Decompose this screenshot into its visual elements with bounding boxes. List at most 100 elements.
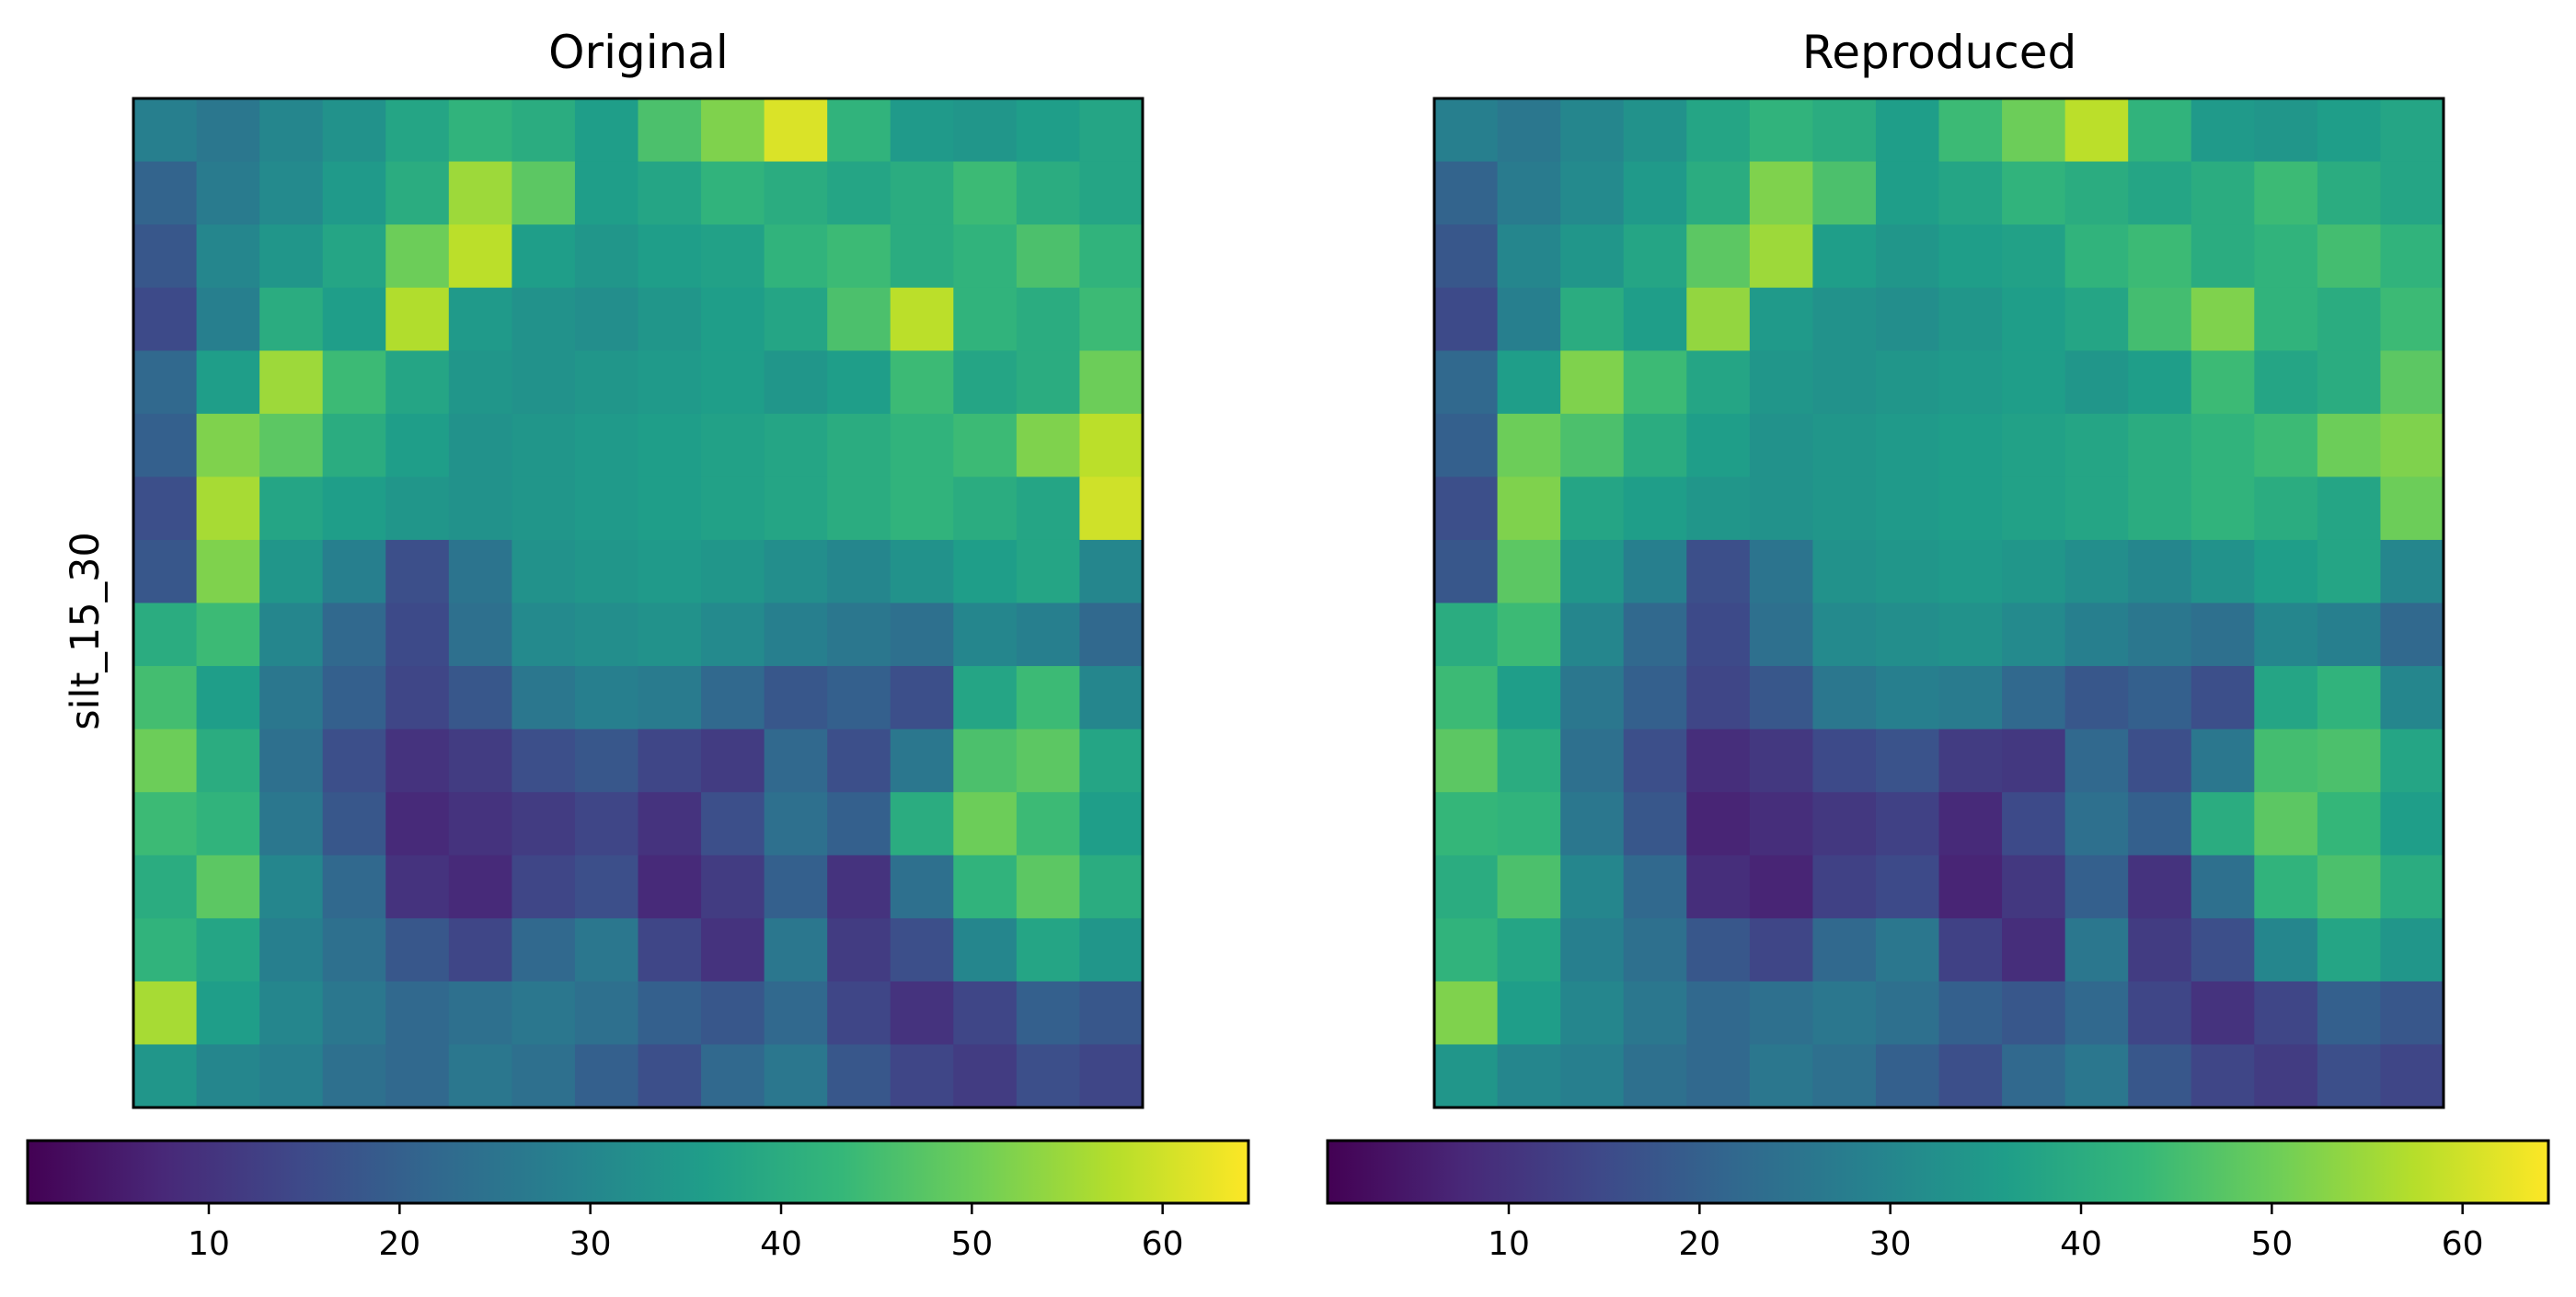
heatmap-cell [953,918,1018,982]
heatmap-cell [953,792,1018,856]
heatmap-cell [1686,918,1751,982]
heatmap-cell [2191,476,2255,541]
heatmap-cell [1812,666,1877,730]
heatmap-cell [385,224,450,289]
heatmap-cell [1016,729,1081,793]
heatmap-cell [2064,729,2129,793]
heatmap-cell [2191,413,2255,477]
heatmap-cell [1016,855,1081,919]
heatmap-cell [1749,161,1813,225]
heatmap-cell [448,603,512,667]
heatmap-cell [1497,539,1561,604]
heatmap-cell [1686,287,1751,351]
heatmap-cell [512,476,576,541]
heatmap-cell [1686,539,1751,604]
heatmap-cell [259,161,324,225]
heatmap-cell [133,539,198,604]
heatmap-cell [2191,855,2255,919]
heatmap-cell [1938,161,2003,225]
heatmap-cell [2064,792,2129,856]
heatmap-cell [764,98,828,163]
heatmap-cell [827,98,891,163]
heatmap-cell [1749,918,1813,982]
heatmap-cell [1434,603,1499,667]
heatmap-cell [259,539,324,604]
heatmap-cell [701,981,765,1046]
heatmap-cell [1749,98,1813,163]
heatmap-cell [385,792,450,856]
heatmap-cell [890,1044,954,1108]
heatmap-cell [1875,98,1940,163]
heatmap-cell [448,413,512,477]
heatmap-cell [2191,729,2255,793]
heatmap-cell [1623,539,1687,604]
heatmap-cell [133,603,198,667]
heatmap-cell [259,981,324,1046]
heatmap-cell [1812,476,1877,541]
heatmap-cell [1875,413,1940,477]
heatmap-cell [1938,350,2003,415]
heatmap-cell [2317,666,2382,730]
heatmap-cell [512,287,576,351]
heatmap-cell [1749,1044,1813,1108]
heatmap-cell [2380,98,2444,163]
panel-title-reproduced: Reproduced [1802,26,2076,79]
heatmap-cell [322,981,386,1046]
heatmap-cell [2380,350,2444,415]
heatmap-cell [1497,603,1561,667]
heatmap-cell [1938,224,2003,289]
heatmap-cell [2191,603,2255,667]
heatmap-cell [1686,855,1751,919]
colorbar-tick-label: 20 [1678,1225,1720,1263]
heatmap-cell [1497,350,1561,415]
heatmap-cell [764,224,828,289]
heatmap-cell [1434,918,1499,982]
heatmap-cell [259,1044,324,1108]
heatmap-cell [1938,98,2003,163]
heatmap-cell [1812,792,1877,856]
heatmap-cell [1497,287,1561,351]
heatmap-cell [133,98,198,163]
heatmap-cell [2317,918,2382,982]
heatmap-cell [764,161,828,225]
heatmap-cell [764,981,828,1046]
heatmap-cell [827,350,891,415]
heatmap-cell [638,603,702,667]
heatmap-cell [953,729,1018,793]
heatmap-cell [574,666,639,730]
heatmap-cell [385,981,450,1046]
heatmap-cell [1686,603,1751,667]
heatmap-cell [701,287,765,351]
heatmap-cell [1812,287,1877,351]
heatmap-cell [1560,1044,1625,1108]
heatmap-cell [1560,413,1625,477]
heatmap-cell [2064,350,2129,415]
heatmap-cell [2191,350,2255,415]
heatmap-cell [1497,224,1561,289]
heatmap-cell [1938,918,2003,982]
heatmap-cell [2191,287,2255,351]
heatmap-cell [512,1044,576,1108]
heatmap-cell [2317,161,2382,225]
heatmap-cell [1434,792,1499,856]
heatmap-cell [2380,287,2444,351]
heatmap-cell [953,287,1018,351]
heatmap-cell [133,350,198,415]
heatmap-cell [2254,981,2318,1046]
heatmap-cell [1875,476,1940,541]
heatmap-cell [2317,413,2382,477]
heatmap-cell [1079,729,1144,793]
heatmap-cell [259,476,324,541]
heatmap-cell [133,224,198,289]
heatmap-cell [1938,666,2003,730]
heatmap-cell [2254,918,2318,982]
heatmap-cell [574,981,639,1046]
heatmap-cell [827,161,891,225]
heatmap-cell [701,224,765,289]
heatmap-cell [448,855,512,919]
heatmap-cell [890,287,954,351]
heatmap-cell [1623,98,1687,163]
heatmap-cell [574,224,639,289]
heatmap-cell [701,666,765,730]
